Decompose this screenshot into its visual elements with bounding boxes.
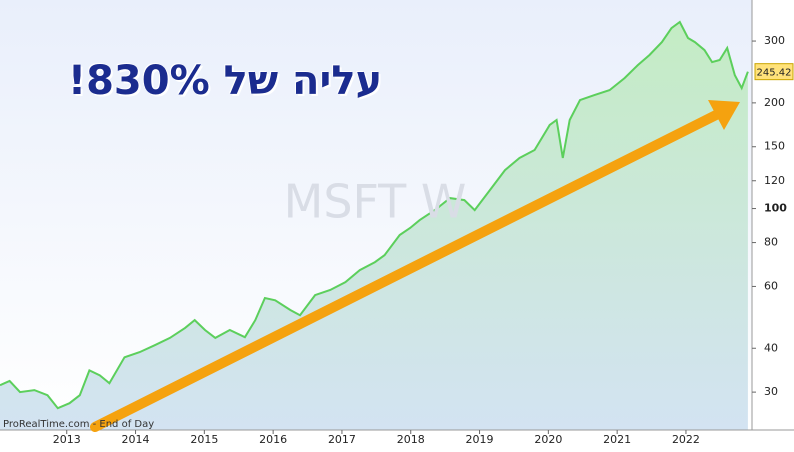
x-tick-label: 2020 [534, 433, 562, 446]
y-tick-label: 120 [764, 174, 785, 187]
y-tick-label: 100 [764, 202, 787, 215]
x-tick-label: 2013 [53, 433, 81, 446]
y-tick-label: 80 [764, 236, 778, 249]
x-tick-label: 2022 [672, 433, 700, 446]
arrow-head [708, 100, 740, 130]
arrow-shaft [90, 107, 727, 432]
y-tick-label: 200 [764, 96, 785, 109]
x-tick-label: 2018 [397, 433, 425, 446]
x-tick-label: 2016 [259, 433, 287, 446]
y-tick-label: 30 [764, 385, 778, 398]
x-tick-label: 2014 [122, 433, 150, 446]
watermark: MSFT W [284, 175, 467, 229]
source-label: ProRealTime.com - End of Day [3, 419, 154, 430]
x-tick-label: 2019 [466, 433, 494, 446]
x-tick-label: 2021 [603, 433, 631, 446]
y-tick-label: 60 [764, 279, 778, 292]
trend-arrow [90, 100, 740, 432]
headline: עליה של 830%! [67, 58, 383, 104]
price-line [0, 20, 749, 410]
x-tick-label: 2015 [190, 433, 218, 446]
last-price-box [754, 63, 794, 81]
price-area [0, 22, 748, 430]
y-tick-label: 40 [764, 341, 778, 354]
x-tick-label: 2017 [328, 433, 356, 446]
last-price-label: 245.42 [757, 68, 792, 79]
y-tick-label: 300 [764, 34, 785, 47]
y-tick-label: 150 [764, 140, 785, 153]
